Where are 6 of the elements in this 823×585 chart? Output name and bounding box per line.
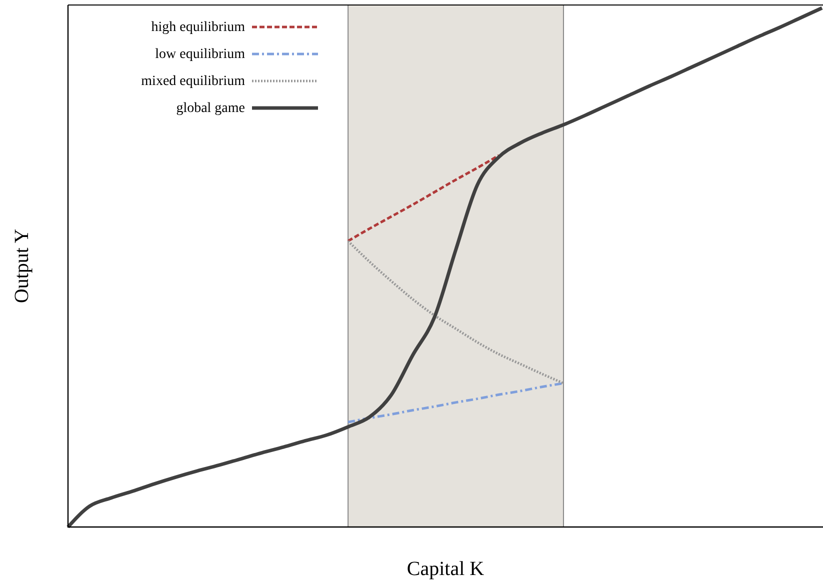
y-axis-title: Output Y xyxy=(11,228,33,304)
legend-label: mixed equilibrium xyxy=(141,74,246,89)
x-axis-title: Capital K xyxy=(406,558,485,580)
legend-label: global game xyxy=(176,101,245,116)
legend-label: high equilibrium xyxy=(151,20,246,35)
legend-label: low equilibrium xyxy=(155,47,246,62)
